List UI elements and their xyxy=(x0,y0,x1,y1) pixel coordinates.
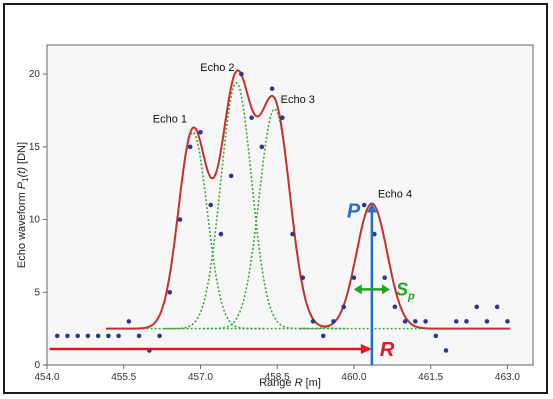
peak-amplitude-label: P xyxy=(347,201,361,223)
echo-label: Echo 4 xyxy=(378,189,412,201)
sample-point xyxy=(423,319,428,324)
sample-point xyxy=(239,71,244,77)
sample-point xyxy=(484,319,490,324)
x-tick-label: 455.5 xyxy=(111,372,136,383)
x-tick-label: 454.0 xyxy=(34,372,59,383)
sample-point xyxy=(494,304,500,310)
x-tick-label: 463.0 xyxy=(495,372,520,383)
pulse-width-arrowhead-left xyxy=(353,284,362,295)
pulse-width-label: Sp xyxy=(396,279,415,302)
echo-component-curve xyxy=(164,81,308,330)
peak-amplitude-arrowhead xyxy=(366,203,377,213)
x-tick-label: 457.0 xyxy=(188,372,213,383)
sample-point xyxy=(85,333,91,339)
chart-frame: 454.0 455.5 457.0 458.5 460.0 461.5 463.0 0 5 10… xyxy=(3,3,548,394)
range-label: R xyxy=(380,339,395,361)
sample-point xyxy=(453,319,459,324)
sample-point xyxy=(413,319,418,324)
sample-point xyxy=(361,202,367,208)
sample-point xyxy=(157,333,162,339)
sample-point xyxy=(402,319,408,324)
sample-point xyxy=(310,319,316,324)
echo-label: Echo 1 xyxy=(153,113,187,125)
sample-point xyxy=(54,333,60,339)
echo-label: Echo 2 xyxy=(200,62,234,74)
sample-point xyxy=(249,115,254,121)
sample-point xyxy=(300,275,306,281)
echo-component-curve xyxy=(203,108,347,330)
echo-component-curve xyxy=(300,202,444,330)
echo-label: Echo 3 xyxy=(281,94,315,106)
y-tick-label: 0 xyxy=(34,360,40,371)
range-arrowhead xyxy=(360,344,372,354)
sample-point xyxy=(228,173,234,179)
sample-point xyxy=(208,202,214,208)
fit-curve xyxy=(105,69,510,330)
y-axis-label: Echo waveform P1(t) [DN] xyxy=(16,142,30,268)
sample-points xyxy=(54,71,510,353)
sample-point xyxy=(280,115,285,121)
sample-point xyxy=(187,144,193,150)
sample-point xyxy=(167,289,173,295)
y-tick-label: 20 xyxy=(29,69,41,80)
sample-point xyxy=(136,333,142,339)
y-tick-label: 5 xyxy=(34,287,40,298)
sample-point xyxy=(372,231,377,237)
plot-area xyxy=(46,44,534,366)
sample-point xyxy=(75,333,80,339)
sample-point xyxy=(269,86,275,91)
sample-point xyxy=(351,275,357,281)
sample-point xyxy=(198,129,203,135)
x-axis-label: Range R [m] xyxy=(259,377,321,389)
y-tick-label: 10 xyxy=(29,215,41,226)
sample-point xyxy=(116,333,121,339)
x-tick-label: 458.5 xyxy=(265,372,290,383)
sample-point xyxy=(177,217,183,222)
sample-point xyxy=(65,333,70,339)
sample-point xyxy=(382,275,387,281)
x-tick-label: 460.0 xyxy=(341,372,366,383)
sample-point xyxy=(106,333,111,339)
x-tick-layer: 454.0 455.5 457.0 458.5 460.0 461.5 463.0 xyxy=(34,365,520,383)
sample-point xyxy=(320,333,326,339)
x-tick-label: 461.5 xyxy=(418,372,443,383)
sample-point xyxy=(474,304,480,310)
sample-point xyxy=(392,304,398,310)
sample-point xyxy=(126,319,132,324)
sample-point xyxy=(443,348,449,353)
sample-point xyxy=(505,319,510,324)
sample-point xyxy=(259,144,265,150)
sample-point xyxy=(290,231,295,237)
sample-point xyxy=(218,231,224,237)
annotation-arrows xyxy=(49,203,390,365)
sample-point xyxy=(341,304,347,310)
sample-point xyxy=(464,319,469,324)
y-tick-layer: 0 5 10 15 20 xyxy=(29,69,47,371)
sample-point xyxy=(433,333,439,339)
sample-point xyxy=(95,333,101,339)
y-tick-label: 15 xyxy=(29,142,41,153)
pulse-width-arrowhead-right xyxy=(381,284,390,295)
echo-labels: Echo 1 Echo 2 Echo 3 Echo 4 xyxy=(153,62,412,201)
component-curves xyxy=(118,81,444,330)
waveform-chart: 454.0 455.5 457.0 458.5 460.0 461.5 463.0 0 5 10… xyxy=(16,44,534,389)
sample-point xyxy=(331,319,336,324)
